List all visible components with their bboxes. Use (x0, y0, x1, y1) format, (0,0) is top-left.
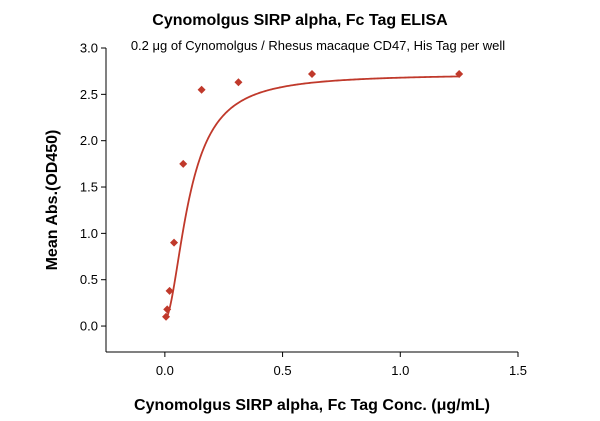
data-point (179, 159, 188, 168)
y-tick-label: 1.0 (80, 226, 98, 241)
data-point (455, 69, 464, 78)
y-tick-label: 3.0 (80, 41, 98, 56)
data-point (163, 305, 172, 314)
data-point (165, 286, 174, 295)
chart-title: Cynomolgus SIRP alpha, Fc Tag ELISA (152, 12, 448, 29)
data-point (234, 78, 243, 87)
x-axis-label: Cynomolgus SIRP alpha, Fc Tag Conc. (μg/… (134, 397, 490, 414)
chart-subtitle: 0.2 μg of Cynomolgus / Rhesus macaque CD… (131, 38, 505, 53)
y-tick-label: 0.0 (80, 319, 98, 334)
fit-curve (165, 75, 460, 320)
data-point (308, 69, 316, 78)
y-axis-label: Mean Abs.(OD450) (44, 130, 61, 271)
y-tick-label: 0.5 (80, 272, 98, 287)
data-point (162, 312, 171, 321)
data-point (170, 238, 179, 247)
x-tick-label: 1.5 (509, 363, 527, 378)
y-axis-ticks: 0.0 0.5 1.0 1.5 2.0 2.5 3.0 (80, 41, 106, 334)
x-tick-label: 0.5 (274, 363, 292, 378)
x-axis-ticks: 0.0 0.5 1.0 1.5 (156, 352, 527, 378)
y-tick-label: 2.5 (80, 87, 98, 102)
x-tick-label: 0.0 (156, 363, 174, 378)
data-point (197, 85, 206, 94)
x-tick-label: 1.0 (391, 363, 409, 378)
data-points (162, 69, 464, 321)
y-tick-label: 1.5 (80, 180, 98, 195)
y-tick-label: 2.0 (80, 133, 98, 148)
